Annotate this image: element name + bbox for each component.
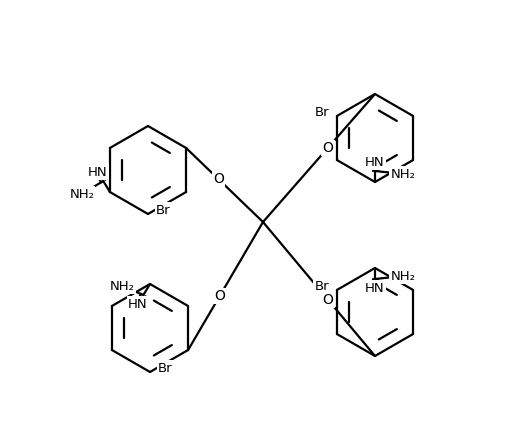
Text: O: O [213,172,224,186]
Text: Br: Br [314,279,329,293]
Text: HN: HN [365,155,385,168]
Text: Br: Br [314,105,329,118]
Text: NH₂: NH₂ [390,270,415,283]
Text: O: O [322,293,334,307]
Text: O: O [214,289,225,303]
Text: Br: Br [156,204,171,217]
Text: HN: HN [88,165,107,178]
Text: Br: Br [158,362,172,375]
Text: HN: HN [128,297,148,310]
Text: NH₂: NH₂ [390,168,415,181]
Text: NH₂: NH₂ [110,279,135,293]
Text: HN: HN [365,282,385,295]
Text: O: O [322,141,334,155]
Text: NH₂: NH₂ [69,187,94,201]
